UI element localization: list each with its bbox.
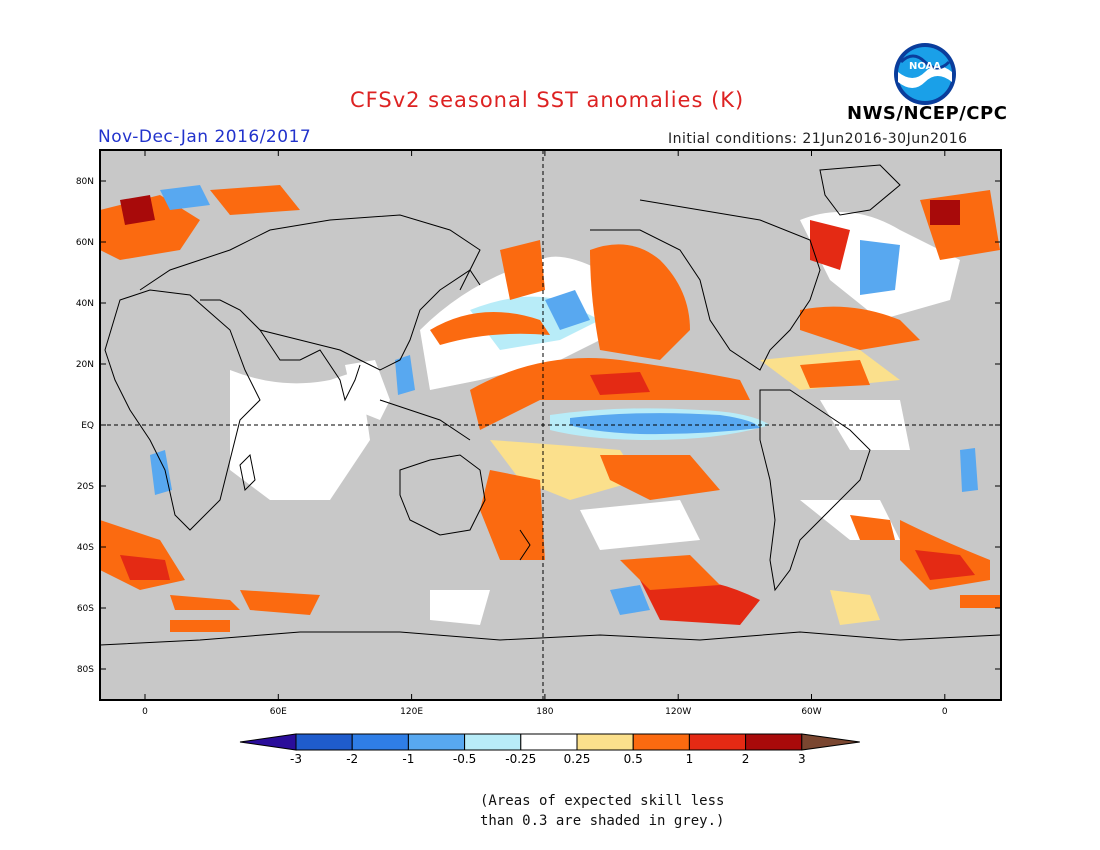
map-field [100, 150, 1001, 700]
lon-label: 120W [665, 707, 691, 717]
chart-title: CFSv2 seasonal SST anomalies (K) [350, 88, 745, 112]
colorbar-label: 2 [742, 752, 750, 766]
colorbar-label: -2 [346, 752, 358, 766]
colorbar-swatch [632, 733, 690, 751]
colorbar-label: -0.25 [505, 752, 536, 766]
colorbar-label: -0.5 [453, 752, 476, 766]
lat-label: 60N [76, 238, 94, 248]
coastlines [100, 164, 1001, 646]
lat-label: 40N [76, 299, 94, 309]
lat-label: 80N [76, 177, 94, 187]
lat-label: 40S [77, 543, 94, 553]
colorbar-swatch [520, 733, 578, 751]
lon-label: 60W [801, 707, 821, 717]
colorbar-swatch [351, 733, 409, 751]
colorbar-arrow-left [239, 733, 297, 751]
colorbar-swatch [464, 733, 522, 751]
lat-label: 20S [77, 482, 94, 492]
colorbar-label: 0.25 [564, 752, 591, 766]
colorbar-label: 0.5 [624, 752, 643, 766]
colorbar-label: -1 [402, 752, 414, 766]
lon-label: 60E [270, 707, 287, 717]
initial-conditions: Initial conditions: 21Jun2016-30Jun2016 [668, 131, 968, 147]
lon-label: 0 [942, 707, 948, 717]
colorbar-label: -3 [290, 752, 302, 766]
lat-label: EQ [81, 421, 94, 431]
footnote-line-2: than 0.3 are shaded in grey.) [480, 813, 725, 829]
lon-label: 180 [536, 707, 553, 717]
org-label: NWS/NCEP/CPC [847, 103, 1008, 124]
colorbar-swatch [688, 733, 747, 751]
lat-label: 80S [77, 665, 94, 675]
colorbar-label: 1 [686, 752, 694, 766]
lon-label: 120E [400, 707, 423, 717]
logo-text: NOAA [909, 61, 941, 72]
noaa-logo-icon: NOAA [894, 43, 956, 105]
colorbar-label: 3 [798, 752, 806, 766]
colorbar: -3 -2 -1 -0.5 -0.25 0.25 0.5 1 2 3 [239, 733, 860, 766]
colorbar-arrow-right [801, 733, 860, 751]
skill-footnote: (Areas of expected skill less than 0.3 a… [480, 791, 724, 831]
footnote-line-1: (Areas of expected skill less [480, 793, 725, 809]
colorbar-swatch [407, 733, 466, 751]
season-subtitle: Nov-Dec-Jan 2016/2017 [98, 127, 312, 147]
colorbar-swatch [576, 733, 634, 751]
colorbar-swatch [295, 733, 353, 751]
lat-label: 60S [77, 604, 94, 614]
colorbar-swatch [745, 733, 803, 751]
lon-axis: 0 60E 120E 180 120W 60W 0 [142, 150, 948, 717]
lat-label: 20N [76, 360, 94, 370]
lat-axis: 80N 60N 40N 20N EQ 20S 40S 60S 80S [76, 177, 1001, 675]
lon-label: 0 [142, 707, 148, 717]
